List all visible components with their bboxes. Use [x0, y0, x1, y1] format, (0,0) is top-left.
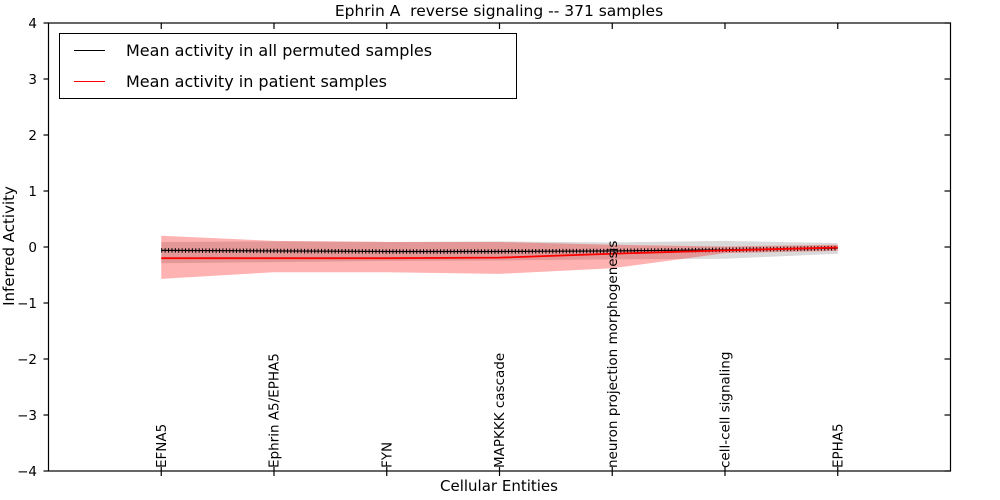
y-tick-label: −2 [17, 352, 37, 368]
y-tick-label: 2 [28, 128, 37, 144]
entity-tick-label: cell-cell signaling [718, 352, 734, 468]
legend-line-sample-black [74, 49, 105, 51]
chart-title: Ephrin A reverse signaling -- 371 sample… [334, 2, 664, 20]
y-tick-label: −1 [17, 296, 37, 312]
y-axis-label: Inferred Activity [0, 186, 18, 306]
x-axis-label: Cellular Entities [440, 477, 558, 495]
patient-mean-line [161, 246, 838, 260]
entity-tick-label: EFNA5 [154, 424, 170, 468]
y-tick-label: −3 [17, 408, 37, 424]
y-tick-label: 3 [28, 72, 37, 88]
y-tick-label: 0 [28, 240, 37, 256]
y-tick-label: −4 [17, 464, 37, 480]
entity-tick-label: Ephrin A5/EPHA5 [267, 353, 283, 468]
entity-tick-label: EPHA5 [830, 423, 846, 468]
entity-tick-label: neuron projection morphogenesis [605, 241, 621, 468]
legend-box: Mean activity in all permuted samples Me… [59, 33, 517, 99]
legend-item-patient: Mean activity in patient samples [60, 67, 516, 97]
entity-tick-label: MAPKKK cascade [492, 353, 508, 468]
y-tick-label: 4 [28, 16, 37, 32]
legend-line-sample-red [74, 81, 105, 83]
legend-item-permuted: Mean activity in all permuted samples [60, 35, 516, 65]
entity-tick-label: FYN [379, 442, 395, 468]
y-tick-label: 1 [28, 184, 37, 200]
legend-label: Mean activity in patient samples [126, 72, 387, 92]
legend-label: Mean activity in all permuted samples [126, 40, 433, 60]
